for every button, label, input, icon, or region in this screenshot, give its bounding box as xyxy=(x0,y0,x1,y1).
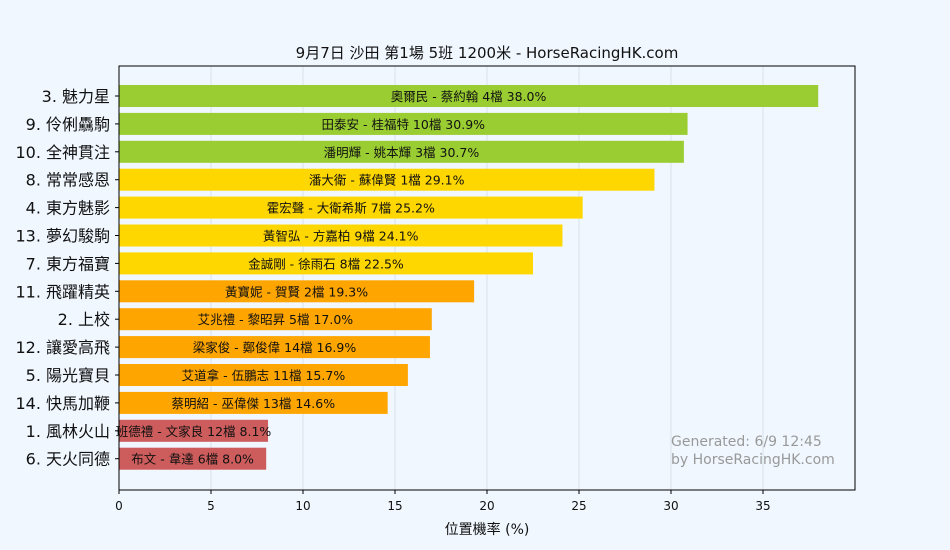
category-label: 11. 飛躍精英 xyxy=(15,282,110,301)
bar xyxy=(119,308,432,331)
bar xyxy=(119,336,430,359)
bar-data-label: 潘大衛 - 蘇偉賢 1檔 29.1% xyxy=(309,173,465,188)
x-axis-ticks: 0 5 10 15 20 25 30 35 xyxy=(115,490,771,513)
bar-data-label: 布文 - 韋達 6檔 8.0% xyxy=(131,452,254,467)
category-labels: 3. 魅力星 9. 伶俐驫駒 10. 全神貫注 8. 常常感恩 4. 東方魅影 13. 夢… xyxy=(15,87,119,469)
bar-data-label: 艾道拿 - 伍鵬志 11檔 15.7% xyxy=(182,368,346,383)
bar-data-label: 金誠剛 - 徐雨石 8檔 22.5% xyxy=(248,256,404,271)
x-tick-label: 30 xyxy=(663,499,678,513)
x-tick-label: 0 xyxy=(115,499,123,513)
x-tick-label: 25 xyxy=(571,499,586,513)
bar xyxy=(119,85,819,107)
category-label: 3. 魅力星 xyxy=(42,87,110,106)
generated-timestamp: Generated: 6/9 12:45 xyxy=(671,434,822,450)
bar-data-label: 黃寶妮 - 賀賢 2檔 19.3% xyxy=(225,284,368,299)
bar xyxy=(119,112,688,135)
bar-data-label: 奧爾民 - 蔡約翰 4檔 38.0% xyxy=(391,89,547,104)
bar xyxy=(119,280,475,303)
bar xyxy=(119,168,655,191)
category-label: 7. 東方福寶 xyxy=(26,254,110,273)
category-label: 1. 風林火山 xyxy=(26,422,110,441)
category-label: 6. 天火同德 xyxy=(26,450,110,469)
category-label: 9. 伶俐驫駒 xyxy=(26,115,110,134)
bar xyxy=(119,224,563,247)
bar-data-label: 黃智弘 - 方嘉柏 9檔 24.1% xyxy=(263,229,419,244)
category-label: 12. 讓愛高飛 xyxy=(15,338,110,357)
plot-frame xyxy=(118,65,856,491)
x-tick-label: 15 xyxy=(387,499,402,513)
bar xyxy=(119,391,388,414)
bar-labels: 奧爾民 - 蔡約翰 4檔 38.0% 田泰安 - 桂福特 10檔 30.9% 潘明輝… xyxy=(116,89,547,467)
category-label: 4. 東方魅影 xyxy=(26,199,110,218)
bar xyxy=(119,252,533,275)
bar xyxy=(119,419,269,442)
category-label: 13. 夢幻駿駒 xyxy=(15,227,110,246)
bar-data-label: 梁家俊 - 鄭俊偉 14檔 16.9% xyxy=(193,340,357,355)
bar xyxy=(119,447,267,470)
bar-data-label: 艾兆禮 - 黎昭昇 5檔 17.0% xyxy=(198,312,354,327)
generated-by: by HorseRacingHK.com xyxy=(671,452,835,468)
category-label: 2. 上校 xyxy=(58,310,110,329)
chart-title: 9月7日 沙田 第1場 5班 1200米 - HorseRacingHK.com xyxy=(296,44,679,62)
bar xyxy=(119,196,583,219)
grid-lines xyxy=(210,66,764,490)
bar xyxy=(119,140,684,163)
x-tick-label: 5 xyxy=(207,499,215,513)
category-label: 8. 常常感恩 xyxy=(26,171,110,190)
x-axis-label: 位置機率 (%) xyxy=(445,521,530,538)
bar-data-label: 霍宏聲 - 大衛希斯 7檔 25.2% xyxy=(267,201,435,216)
bar-data-label: 班德禮 - 文家良 12檔 8.1% xyxy=(116,424,272,439)
category-label: 5. 陽光寶貝 xyxy=(26,366,110,385)
bar-data-label: 蔡明紹 - 巫偉傑 13檔 14.6% xyxy=(172,396,336,411)
x-tick-label: 35 xyxy=(755,499,770,513)
category-label: 10. 全神貫注 xyxy=(15,143,110,162)
x-tick-label: 20 xyxy=(479,499,494,513)
bars xyxy=(119,85,819,470)
category-label: 14. 快馬加鞭 xyxy=(15,394,110,413)
bar-data-label: 潘明輝 - 姚本輝 3檔 30.7% xyxy=(324,145,480,160)
bar-data-label: 田泰安 - 桂福特 10檔 30.9% xyxy=(322,117,486,132)
x-tick-label: 10 xyxy=(295,499,310,513)
bar xyxy=(119,364,408,386)
